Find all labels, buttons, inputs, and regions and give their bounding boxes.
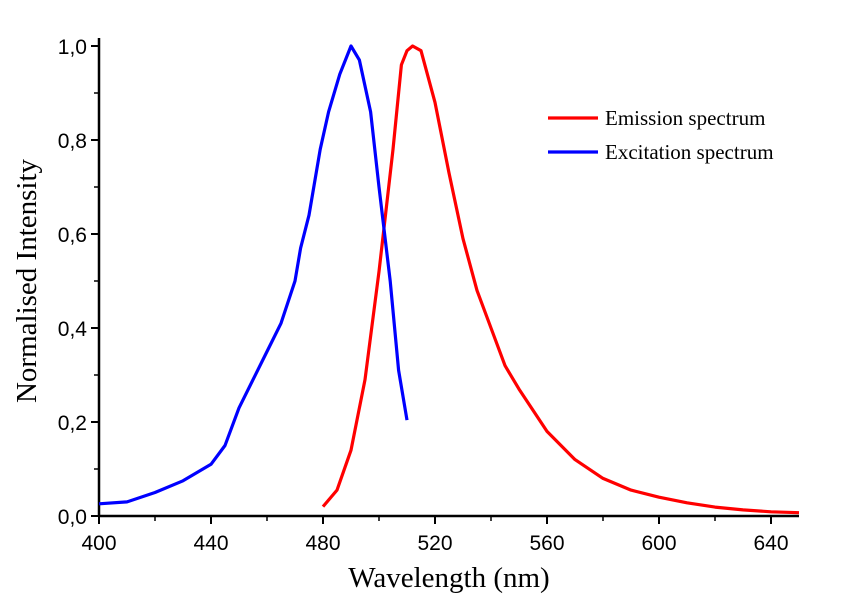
axes — [97, 38, 799, 518]
y-tick-label: 1,0 — [58, 36, 87, 59]
y-tick-label: 0,2 — [58, 412, 87, 435]
legend-label: Excitation spectrum — [605, 140, 774, 164]
x-tick-label: 520 — [417, 532, 452, 555]
legend-label: Emission spectrum — [605, 106, 765, 130]
ticks: 400 440 480 520 560 600 640 0,0 0,2 0,4 0,6 0,8 1,0 — [58, 36, 789, 555]
x-tick-label: 400 — [81, 532, 116, 555]
x-tick-label: 440 — [193, 532, 228, 555]
y-tick-label: 0,4 — [58, 318, 88, 341]
y-axis-title: Normalised Intensity — [11, 158, 43, 403]
legend: Emission spectrum Excitation spectrum — [548, 106, 774, 164]
y-tick-label: 0,6 — [58, 224, 87, 247]
x-tick-label: 600 — [641, 532, 676, 555]
series-line-emission-spectrum — [321, 44, 800, 515]
y-tick-label: 0,8 — [58, 130, 87, 153]
y-tick-label: 0,0 — [58, 506, 87, 529]
x-tick-label: 640 — [753, 532, 788, 555]
series-lines — [98, 44, 800, 515]
x-tick-label: 480 — [305, 532, 340, 555]
series-line-excitation-spectrum — [98, 44, 409, 506]
x-axis-title: Wavelength (nm) — [348, 562, 549, 594]
x-tick-label: 560 — [529, 532, 564, 555]
